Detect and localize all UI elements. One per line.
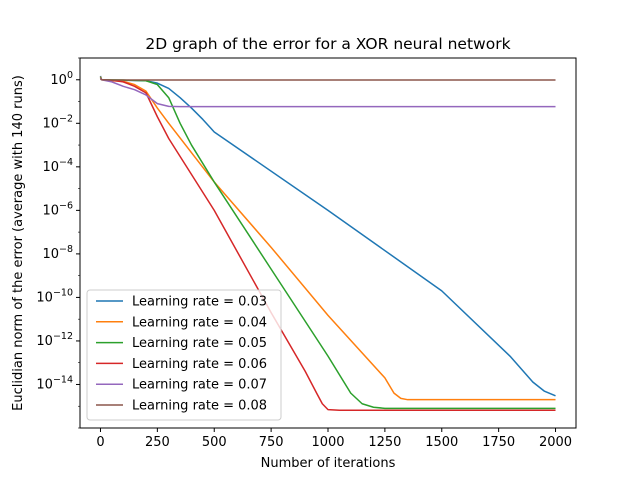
x-tick-label: 750 bbox=[259, 435, 284, 450]
y-tick-label: 10−4 bbox=[42, 157, 73, 175]
legend-box bbox=[86, 289, 282, 421]
y-tick-label: 10−10 bbox=[36, 287, 73, 305]
legend-label-5: Learning rate = 0.07 bbox=[132, 378, 267, 393]
x-tick-label: 1750 bbox=[482, 435, 515, 450]
x-axis-ticks: 0 250 500 750 1000 1250 1500 1750 2000 bbox=[96, 428, 572, 450]
y-tick-label: 10−6 bbox=[42, 200, 73, 218]
x-tick-label: 2000 bbox=[539, 435, 572, 450]
legend-label-1: Learning rate = 0.03 bbox=[132, 295, 267, 310]
legend-label-6: Learning rate = 0.08 bbox=[132, 399, 267, 414]
y-axis-ticks: 100 10−2 10−4 10−6 10−8 10−10 10−12 10−14 bbox=[36, 57, 80, 429]
legend: Learning rate = 0.03 Learning rate = 0.04… bbox=[86, 289, 282, 421]
y-tick-label: 10−12 bbox=[36, 331, 73, 349]
legend-label-4: Learning rate = 0.06 bbox=[132, 357, 267, 372]
y-tick-label: 10−14 bbox=[36, 374, 73, 392]
series-layer bbox=[99, 75, 556, 412]
series-line-5 bbox=[99, 77, 556, 108]
x-axis-label: Number of iterations bbox=[261, 456, 396, 471]
legend-label-3: Learning rate = 0.05 bbox=[132, 336, 267, 351]
x-tick-label: 0 bbox=[96, 435, 104, 450]
series-line-4 bbox=[99, 77, 556, 412]
x-tick-label: 250 bbox=[145, 435, 170, 450]
x-tick-label: 1500 bbox=[425, 435, 458, 450]
y-axis-label: Euclidian norm of the error (average wit… bbox=[11, 75, 26, 411]
x-tick-label: 500 bbox=[202, 435, 227, 450]
series-line-6 bbox=[100, 78, 556, 81]
legend-label-2: Learning rate = 0.04 bbox=[132, 315, 267, 330]
y-tick-label: 10−2 bbox=[42, 113, 73, 131]
x-tick-label: 1000 bbox=[311, 435, 344, 450]
y-tick-label: 10−8 bbox=[42, 244, 73, 262]
y-tick-label: 100 bbox=[50, 70, 73, 88]
x-tick-label: 1250 bbox=[368, 435, 401, 450]
plot-area: 0 250 500 750 1000 1250 1500 1750 2000 10010−210… bbox=[36, 57, 577, 450]
chart-title: 2D graph of the error for a XOR neural n… bbox=[145, 35, 510, 53]
